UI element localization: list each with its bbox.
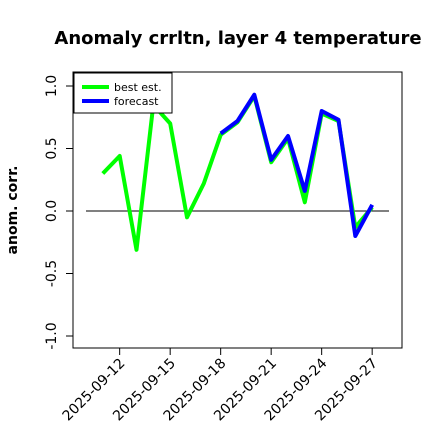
y-axis-ticks: -1.0 -0.5 0.0 0.5 1.0	[44, 75, 73, 350]
legend-box	[73, 72, 173, 114]
chart-title: Anomaly crrltn, layer 4 temperature	[54, 28, 421, 49]
y-tick-label: 1.0	[44, 75, 60, 97]
legend: best est. forecast	[73, 72, 173, 114]
y-tick-label: -1.0	[44, 322, 60, 349]
legend-label-best-est: best est.	[114, 81, 162, 94]
y-tick-label: 0.0	[44, 200, 60, 222]
y-tick-label: 0.5	[44, 137, 60, 159]
series-layer	[101, 92, 374, 252]
plot-frame	[72, 71, 403, 349]
legend-label-forecast: forecast	[114, 95, 159, 108]
y-tick-label: -0.5	[44, 260, 60, 287]
series-line-forecast	[219, 92, 374, 238]
y-axis-label: anom. corr.	[5, 166, 21, 255]
x-axis-ticks: 2025-09-122025-09-152025-09-182025-09-21…	[60, 348, 381, 424]
